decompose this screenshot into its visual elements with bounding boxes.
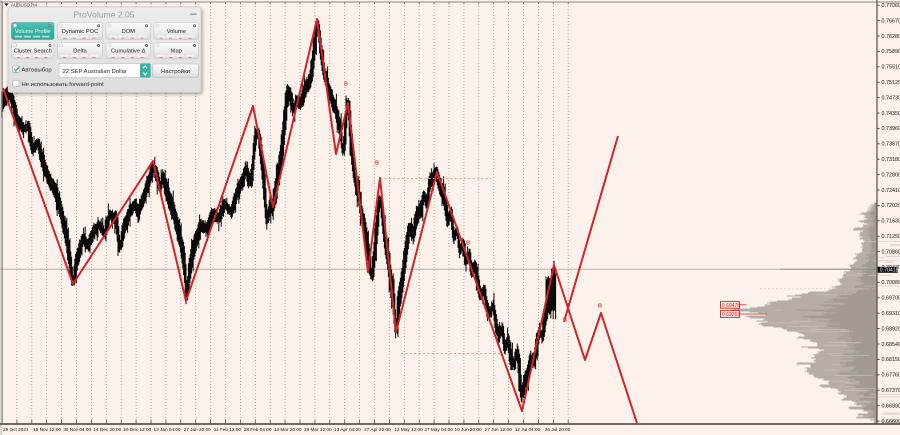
svg-text:14 Mar 20:00: 14 Mar 20:00 xyxy=(274,427,302,432)
svg-text:Delta: Delta xyxy=(73,49,87,55)
svg-text:Map: Map xyxy=(171,49,182,55)
svg-text:ProVolume 2.05: ProVolume 2.05 xyxy=(73,10,134,20)
svg-text:22 SEP Australian Dollar: 22 SEP Australian Dollar xyxy=(63,69,127,75)
svg-text:AUDUSD,H4: AUDUSD,H4 xyxy=(11,2,38,7)
svg-text:0.77060: 0.77060 xyxy=(882,3,900,9)
svg-text:0.66600: 0.66600 xyxy=(882,419,900,425)
svg-text:Dynamic POC: Dynamic POC xyxy=(62,29,99,35)
svg-text:12 Jul 04:00: 12 Jul 04:00 xyxy=(515,427,541,432)
svg-text:Cluster Search: Cluster Search xyxy=(14,49,52,55)
svg-text:0.67760: 0.67760 xyxy=(882,373,900,379)
svg-text:0.75510: 0.75510 xyxy=(882,65,900,71)
svg-text:B: B xyxy=(466,240,470,246)
svg-text:0.67370: 0.67370 xyxy=(882,388,900,394)
svg-text:0.76670: 0.76670 xyxy=(882,18,900,24)
svg-text:0.69478: 0.69478 xyxy=(722,303,740,309)
svg-text:B: B xyxy=(375,160,379,166)
svg-text:0.66990: 0.66990 xyxy=(882,403,900,409)
svg-text:0.68150: 0.68150 xyxy=(882,357,900,363)
svg-text:0.70080: 0.70080 xyxy=(882,280,900,286)
svg-text:0.72800: 0.72800 xyxy=(882,172,900,178)
svg-text:27 Jan 20:00: 27 Jan 20:00 xyxy=(184,427,211,432)
svg-text:0.70860: 0.70860 xyxy=(882,249,900,255)
svg-text:0.69310: 0.69310 xyxy=(882,311,900,317)
svg-text:14 Dec 20:00: 14 Dec 20:00 xyxy=(93,427,121,432)
svg-text:0.68540: 0.68540 xyxy=(882,342,900,348)
svg-text:29 Oct 2021: 29 Oct 2021 xyxy=(3,427,29,432)
svg-text:0.72020: 0.72020 xyxy=(882,203,900,209)
svg-text:0.73180: 0.73180 xyxy=(882,157,900,163)
svg-text:0.71250: 0.71250 xyxy=(882,234,900,240)
svg-text:0.69267: 0.69267 xyxy=(722,312,740,318)
svg-text:Не использовать forward-point: Не использовать forward-point xyxy=(22,82,105,88)
svg-text:Cumulative Δ: Cumulative Δ xyxy=(111,49,146,55)
svg-text:10 Jun 20:00: 10 Jun 20:00 xyxy=(455,427,482,432)
svg-text:12 May 12:00: 12 May 12:00 xyxy=(394,427,423,432)
svg-text:29 Dec 12:00: 29 Dec 12:00 xyxy=(123,427,151,432)
svg-text:27 May 04:00: 27 May 04:00 xyxy=(424,427,453,432)
svg-text:27 Jun 12:00: 27 Jun 12:00 xyxy=(485,427,512,432)
svg-text:B: B xyxy=(598,303,602,309)
svg-text:0.74350: 0.74350 xyxy=(882,111,900,117)
svg-text:B: B xyxy=(344,81,348,87)
svg-text:0.75120: 0.75120 xyxy=(882,80,900,86)
svg-text:0.69700: 0.69700 xyxy=(882,296,900,302)
svg-text:0.76280: 0.76280 xyxy=(882,34,900,40)
svg-text:0.75890: 0.75890 xyxy=(882,49,900,55)
svg-text:0.74730: 0.74730 xyxy=(882,95,900,101)
svg-text:13 Jan 04:00: 13 Jan 04:00 xyxy=(154,427,181,432)
svg-text:28 Feb 04:00: 28 Feb 04:00 xyxy=(244,427,272,432)
svg-text:29 Mar 12:00: 29 Mar 12:00 xyxy=(304,427,332,432)
svg-text:Volume Profile: Volume Profile xyxy=(15,29,50,35)
svg-text:26 Jul 20:00: 26 Jul 20:00 xyxy=(545,427,571,432)
svg-text:Настройки: Настройки xyxy=(161,68,190,75)
svg-text:0.71630: 0.71630 xyxy=(882,219,900,225)
svg-text:0.73570: 0.73570 xyxy=(882,142,900,148)
svg-text:15 Nov 12:00: 15 Nov 12:00 xyxy=(33,427,61,432)
svg-text:DOM: DOM xyxy=(121,29,135,35)
svg-text:0.68920: 0.68920 xyxy=(882,326,900,332)
svg-text:Автовыбор: Автовыбор xyxy=(22,68,53,74)
svg-text:13 Apr 04:00: 13 Apr 04:00 xyxy=(334,427,361,432)
svg-text:Volume: Volume xyxy=(167,29,186,35)
svg-text:27 Apr 20:00: 27 Apr 20:00 xyxy=(364,427,391,432)
svg-text:30 Nov 04:00: 30 Nov 04:00 xyxy=(63,427,91,432)
svg-text:0.70418: 0.70418 xyxy=(880,268,899,274)
svg-text:0.72410: 0.72410 xyxy=(882,188,900,194)
svg-text:11 Feb 12:00: 11 Feb 12:00 xyxy=(214,427,242,432)
svg-text:0.73960: 0.73960 xyxy=(882,126,900,132)
svg-text:B: B xyxy=(563,317,567,323)
